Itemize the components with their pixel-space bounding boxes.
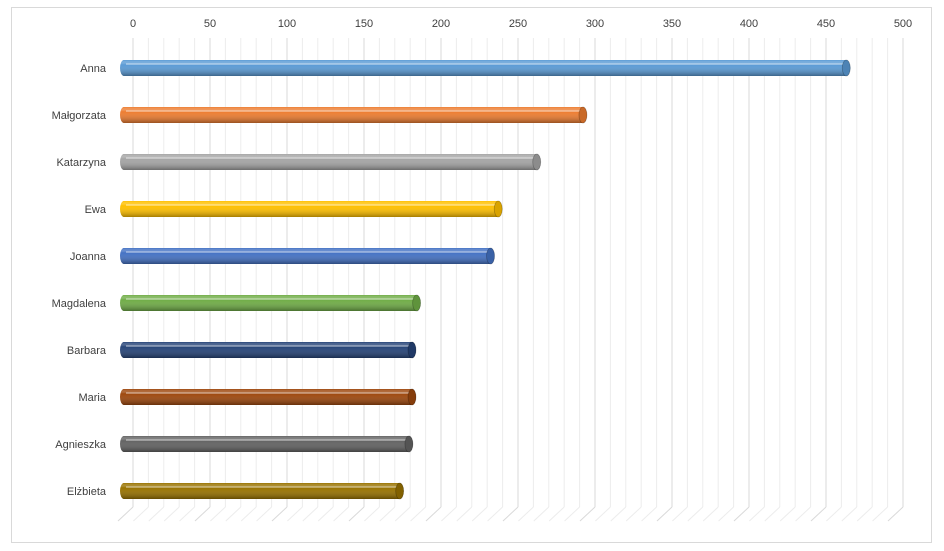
- minor-gridline-floor: [225, 506, 242, 522]
- major-gridline-floor: [194, 506, 211, 522]
- minor-gridline-floor: [487, 506, 503, 522]
- y-category-label: Barbara: [67, 345, 107, 357]
- bar: [120, 59, 851, 77]
- y-category-label: Maria: [78, 392, 106, 404]
- y-category-label: Magdalena: [52, 298, 107, 310]
- minor-gridline-floor: [317, 506, 334, 522]
- y-category-label: Anna: [80, 63, 107, 75]
- minor-gridline-floor: [687, 506, 704, 522]
- bar: [120, 294, 422, 312]
- y-category-label: Joanna: [70, 251, 107, 263]
- y-axis-category-labels: Anna Małgorzata Katarzyna Ewa Joanna Magdalen…: [52, 63, 107, 498]
- x-tick-label: 300: [586, 18, 604, 30]
- minor-gridline-floor: [394, 506, 411, 522]
- major-gridline-floor: [887, 506, 904, 522]
- x-tick-label: 150: [355, 18, 373, 30]
- y-category-label: Ewa: [85, 204, 107, 216]
- minor-gridline-floor: [548, 506, 565, 522]
- bars: [120, 59, 851, 500]
- minor-gridline-floor: [749, 506, 765, 522]
- minor-gridline-floor: [379, 506, 396, 522]
- major-gridline-floor: [502, 506, 519, 522]
- bar: [120, 482, 405, 500]
- minor-gridline-floor: [795, 506, 811, 522]
- bar: [120, 153, 542, 171]
- x-tick-label: 450: [817, 18, 835, 30]
- minor-gridline-floor: [456, 506, 473, 522]
- minor-gridline-floor: [240, 506, 257, 522]
- x-tick-label: 350: [663, 18, 681, 30]
- minor-gridline-floor: [179, 506, 195, 522]
- minor-gridline-floor: [779, 506, 796, 522]
- bar: [120, 341, 417, 359]
- bar: [120, 435, 414, 453]
- minor-gridline-floor: [333, 506, 349, 522]
- minor-gridline-floor: [826, 506, 842, 522]
- bar: [120, 388, 417, 406]
- major-gridline-floor: [656, 506, 673, 522]
- y-category-label: Elżbieta: [67, 486, 107, 498]
- major-gridline-floor: [117, 506, 134, 522]
- x-tick-label: 500: [894, 18, 912, 30]
- y-category-label: Agnieszka: [55, 439, 107, 451]
- minor-gridline-floor: [518, 506, 534, 522]
- minor-gridline-floor: [210, 506, 226, 522]
- minor-gridline-floor: [856, 506, 873, 522]
- minor-gridline-floor: [471, 506, 488, 522]
- y-category-label: Małgorzata: [52, 110, 107, 122]
- x-tick-label: 50: [204, 18, 216, 30]
- minor-gridline-floor: [641, 506, 657, 522]
- minor-gridline-floor: [672, 506, 688, 522]
- minor-gridline-floor: [625, 506, 642, 522]
- minor-gridline-floor: [364, 506, 380, 522]
- minor-gridline-floor: [302, 506, 319, 522]
- minor-gridline-floor: [256, 506, 272, 522]
- bar: [120, 106, 588, 124]
- major-gridline-floor: [271, 506, 288, 522]
- major-gridline-floor: [348, 506, 365, 522]
- minor-gridline-floor: [841, 506, 858, 522]
- y-category-label: Katarzyna: [56, 157, 106, 169]
- x-tick-label: 250: [509, 18, 527, 30]
- x-tick-label: 100: [278, 18, 296, 30]
- minor-gridline-floor: [764, 506, 781, 522]
- major-gridline-floor: [425, 506, 442, 522]
- minor-gridline-floor: [564, 506, 580, 522]
- minor-gridline-floor: [148, 506, 165, 522]
- minor-gridline-floor: [718, 506, 734, 522]
- minor-gridline-floor: [133, 506, 149, 522]
- major-gridline-floor: [733, 506, 750, 522]
- minor-gridline-floor: [702, 506, 719, 522]
- x-axis-tick-labels: 0 50 100 150 200 250 300 350 400 450 500: [130, 18, 912, 30]
- minor-gridline-floor: [595, 506, 611, 522]
- x-tick-label: 0: [130, 18, 136, 30]
- minor-gridline-floor: [610, 506, 627, 522]
- minor-gridline-floor: [533, 506, 550, 522]
- minor-gridline-floor: [872, 506, 888, 522]
- minor-gridline-floor: [287, 506, 303, 522]
- major-gridline-floor: [579, 506, 596, 522]
- bar: [120, 247, 495, 265]
- minor-gridline-floor: [163, 506, 180, 522]
- bar: [120, 200, 503, 218]
- x-tick-label: 400: [740, 18, 758, 30]
- x-tick-label: 200: [432, 18, 450, 30]
- major-gridline-floor: [810, 506, 827, 522]
- minor-gridline-floor: [410, 506, 426, 522]
- minor-gridline-floor: [441, 506, 457, 522]
